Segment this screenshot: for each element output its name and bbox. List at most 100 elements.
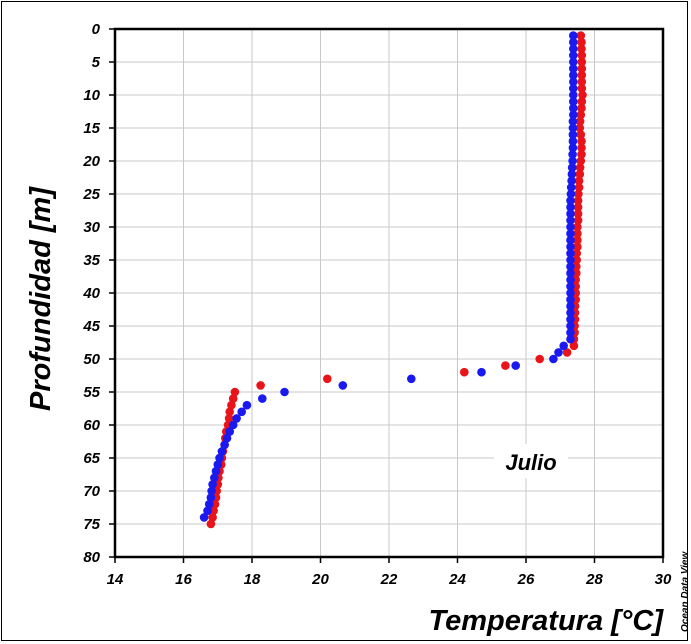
red-data-point — [206, 519, 216, 529]
y-tick-label: 15 — [83, 120, 100, 137]
blue-data-point — [566, 242, 575, 252]
blue-data-point — [228, 420, 238, 430]
y-tick-label: 35 — [83, 252, 100, 269]
blue-data-point — [237, 407, 246, 417]
red-data-point — [576, 130, 586, 139]
red-data-point — [227, 400, 236, 410]
y-tick-label: 70 — [83, 483, 100, 500]
blue-data-point — [566, 262, 575, 271]
blue-data-point — [220, 440, 229, 450]
blue-data-point — [566, 321, 575, 331]
blue-data-point — [566, 202, 575, 212]
red-data-point — [574, 189, 583, 199]
blue-data-point — [549, 354, 558, 364]
y-tick-label: 65 — [83, 450, 100, 467]
y-tick-labels: 0 5 10 15 20 25 30 35 40 45 50 55 60 65 70 75 80 — [82, 21, 100, 566]
blue-data-point — [569, 84, 578, 93]
red-data-point — [576, 110, 586, 120]
y-tick-label: 5 — [92, 54, 101, 71]
blue-data-point — [566, 268, 575, 278]
red-data-point — [209, 506, 218, 516]
blue-data-point — [215, 453, 224, 463]
red-data-point — [230, 387, 240, 397]
blue-data-point — [242, 400, 252, 410]
red-data-point — [577, 44, 586, 54]
red-data-point — [323, 374, 332, 384]
blue-data-point — [567, 169, 577, 179]
red-data-point — [577, 37, 586, 47]
red-data-point — [575, 117, 585, 126]
blue-data-point — [554, 348, 563, 357]
blue-data-point — [225, 427, 234, 436]
red-data-point — [575, 163, 585, 172]
red-data-point — [577, 150, 586, 159]
blue-data-point — [206, 493, 216, 502]
red-data-point — [575, 123, 585, 133]
x-tick-label: 16 — [175, 571, 192, 588]
red-data-point — [577, 51, 587, 60]
x-tick-label: 26 — [517, 571, 535, 588]
blue-data-point — [511, 361, 520, 370]
y-tick-label: 0 — [92, 21, 101, 38]
y-tick-label: 10 — [83, 87, 100, 104]
red-data-point — [577, 64, 587, 73]
red-data-point — [460, 367, 469, 377]
blue-data-point — [568, 117, 578, 126]
red-data-point — [573, 216, 583, 225]
red-data-point — [572, 249, 581, 258]
y-tick-label: 45 — [82, 318, 100, 335]
y-tick-label: 20 — [82, 153, 100, 170]
blue-data-point — [566, 222, 575, 232]
blue-data-point — [566, 255, 575, 265]
red-data-point — [577, 57, 587, 67]
blue-data-point — [568, 123, 578, 133]
y-axis-title: Profundidad [m] — [25, 186, 57, 411]
blue-data-point — [569, 57, 578, 67]
blue-data-point — [566, 308, 575, 318]
blue-data-point — [199, 513, 209, 522]
red-data-point — [573, 196, 583, 205]
blue-data-point — [213, 460, 223, 469]
blue-data-point — [559, 341, 568, 351]
blue-data-point — [477, 367, 486, 377]
red-data-point — [562, 348, 572, 357]
y-tick-label: 80 — [83, 549, 100, 566]
red-data-point — [577, 136, 586, 146]
blue-data-point — [566, 196, 575, 205]
x-axis-title: Temperatura [°C] — [428, 605, 664, 637]
blue-data-point — [566, 183, 576, 192]
blue-data-point — [210, 473, 219, 483]
y-tick-label: 75 — [83, 516, 100, 533]
blue-data-point — [569, 70, 578, 80]
blue-data-point — [567, 163, 577, 172]
blue-data-point — [203, 506, 212, 516]
red-data-point — [574, 176, 584, 186]
x-tick-labels: 14 16 18 20 22 24 26 28 30 — [107, 571, 672, 588]
blue-data-point — [567, 176, 576, 186]
red-data-point — [573, 229, 582, 238]
x-tick-label: 18 — [244, 571, 261, 588]
blue-data-point — [569, 37, 578, 47]
red-data-point — [577, 143, 586, 153]
red-data-point — [578, 90, 587, 100]
blue-data-point — [566, 189, 576, 199]
red-data-point — [573, 235, 582, 245]
blue-data-point — [569, 64, 578, 73]
red-data-point — [208, 513, 217, 522]
red-data-point — [573, 209, 583, 219]
blue-data-point — [568, 150, 577, 159]
plot-border — [113, 27, 665, 559]
blue-data-point — [208, 480, 217, 489]
y-tick-label: 55 — [83, 384, 100, 401]
red-data-point — [573, 222, 582, 232]
red-data-point — [228, 394, 238, 403]
x-tick-label: 22 — [380, 571, 398, 588]
blue-data-point — [566, 235, 575, 245]
red-data-point — [224, 414, 234, 423]
red-data-point — [501, 361, 510, 370]
blue-data-point — [569, 44, 578, 54]
blue-data-point — [258, 394, 267, 403]
red-data-point — [577, 103, 586, 113]
annotation-label: Julio — [505, 450, 556, 475]
